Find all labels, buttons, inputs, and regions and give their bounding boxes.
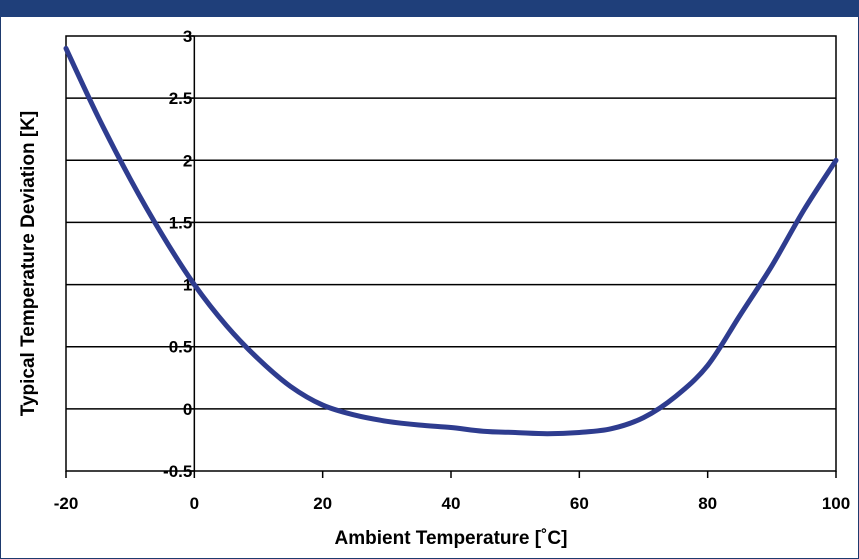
grid-lines bbox=[66, 97, 836, 410]
y-axis-title: Typical Temperature Deviation [K] bbox=[18, 111, 39, 416]
y-tick-label: 0 bbox=[183, 400, 192, 419]
axes bbox=[65, 35, 837, 478]
y-tick-label: 1 bbox=[183, 276, 192, 295]
y-tick-labels: -0.5 0 0.5 1 1.5 2 2.5 3 bbox=[163, 27, 192, 481]
y-tick-label: 1.5 bbox=[169, 213, 193, 232]
x-axis-title: Ambient Temperature [˚C] bbox=[335, 528, 568, 549]
x-tick-label: 100 bbox=[822, 494, 850, 513]
series-line bbox=[63, 45, 839, 437]
x-tick-label: 80 bbox=[698, 494, 717, 513]
figure-title-bar bbox=[0, 0, 859, 17]
y-tick-label: 2.5 bbox=[169, 89, 193, 108]
x-tick-labels: -20 0 20 40 60 80 100 bbox=[54, 494, 850, 513]
x-tick-label: 20 bbox=[313, 494, 332, 513]
y-tick-label: -0.5 bbox=[163, 462, 192, 481]
x-tick-label: 40 bbox=[442, 494, 461, 513]
data-series bbox=[63, 45, 839, 437]
y-tick-label: 2 bbox=[183, 151, 192, 170]
x-tick-label: 60 bbox=[570, 494, 589, 513]
y-tick-label: 3 bbox=[183, 27, 192, 46]
y-tick-label: 0.5 bbox=[169, 338, 193, 357]
x-tick-label: 0 bbox=[190, 494, 199, 513]
x-tick-label: -20 bbox=[54, 494, 79, 513]
